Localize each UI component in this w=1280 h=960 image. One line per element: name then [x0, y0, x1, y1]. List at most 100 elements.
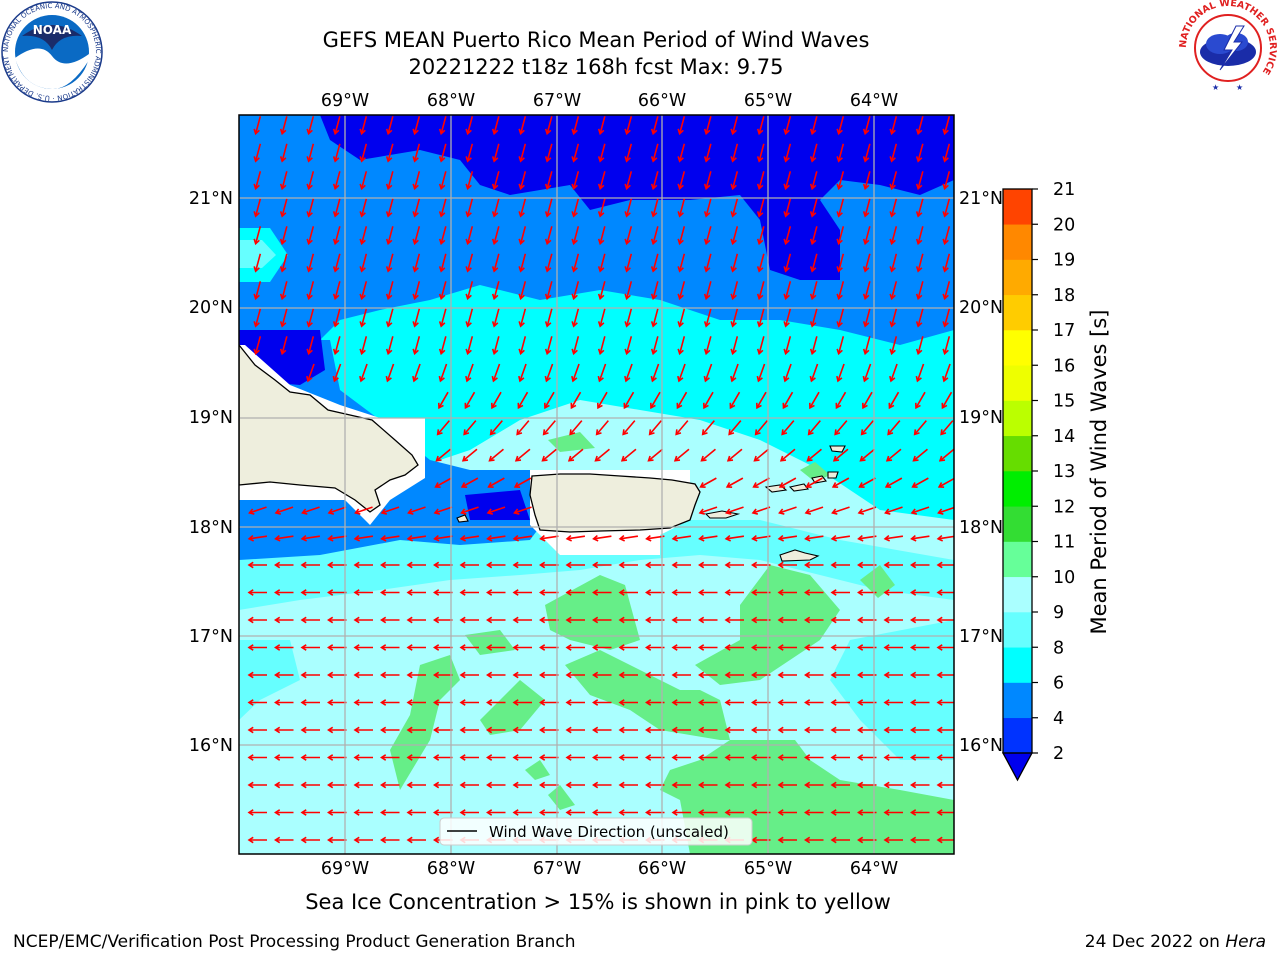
wind-wave-arrow	[571, 308, 580, 328]
wind-wave-arrow	[830, 644, 850, 651]
footer-host: Hera	[1225, 932, 1266, 952]
wind-wave-arrow	[809, 363, 819, 383]
wind-wave-arrow	[726, 448, 743, 462]
wind-wave-arrow	[274, 781, 294, 789]
wind-wave-arrow	[594, 448, 610, 462]
wind-wave-arrow	[518, 308, 527, 328]
wind-wave-arrow	[862, 143, 871, 163]
wind-wave-arrow	[412, 363, 421, 383]
wind-wave-arrow	[624, 226, 633, 246]
wind-wave-arrow	[359, 308, 368, 328]
wind-wave-arrow	[624, 143, 633, 163]
wind-wave-arrow	[650, 198, 659, 218]
wind-wave-arrow	[756, 226, 765, 246]
wind-wave-arrow	[889, 226, 898, 246]
wind-wave-arrow	[936, 754, 954, 761]
wind-wave-arrow	[300, 561, 320, 569]
wind-wave-arrow	[936, 671, 954, 679]
wind-wave-arrow	[332, 308, 341, 328]
wind-wave-arrow	[936, 726, 954, 734]
wind-wave-arrow	[539, 699, 559, 706]
wind-wave-arrow	[539, 781, 559, 789]
wind-wave-arrow	[910, 809, 930, 816]
wind-wave-arrow	[596, 391, 608, 410]
wind-wave-arrow	[565, 781, 585, 789]
wind-wave-arrow	[936, 616, 954, 624]
wind-wave-arrow	[724, 616, 744, 624]
wind-wave-arrow	[489, 420, 503, 436]
wind-wave-arrow	[597, 281, 606, 301]
wind-wave-arrow	[703, 116, 712, 136]
wind-wave-arrow	[327, 534, 347, 542]
wind-wave-arrow	[274, 754, 294, 761]
wind-wave-arrow	[459, 781, 479, 789]
wind-wave-arrow	[756, 116, 765, 136]
wind-wave-arrow	[862, 226, 871, 246]
wind-wave-arrow	[830, 754, 850, 761]
wind-wave-arrow	[539, 644, 559, 651]
wind-wave-arrow	[860, 420, 874, 436]
wind-wave-arrow	[279, 198, 288, 218]
wind-wave-arrow	[783, 253, 792, 273]
axis-labels: 69°W 68°W 67°W 66°W 65°W 64°W 69°W 68°W …	[189, 91, 1003, 879]
wind-wave-arrow	[831, 477, 850, 488]
wind-wave-arrow	[622, 420, 636, 436]
wind-wave-arrow	[618, 534, 639, 542]
colorbar-tick-label: 18	[1053, 286, 1075, 306]
wind-wave-arrow	[279, 308, 288, 328]
wind-wave-arrow	[910, 534, 930, 542]
wind-wave-arrow	[486, 671, 506, 679]
lat-label-right: 17°N	[959, 627, 1003, 647]
colorbar-tick-label: 16	[1053, 356, 1075, 376]
wind-wave-arrow	[698, 809, 718, 816]
wind-wave-arrow	[592, 616, 612, 624]
wind-wave-arrow	[910, 699, 930, 706]
wind-wave-arrow	[777, 836, 797, 844]
wind-wave-arrow	[671, 699, 691, 706]
wind-wave-arrow	[327, 754, 347, 761]
wind-wave-arrow	[623, 391, 635, 410]
wind-wave-arrow	[910, 616, 930, 624]
colorbar-tick-label: 11	[1053, 533, 1075, 553]
wind-wave-arrow	[332, 253, 341, 273]
wind-wave-arrow	[433, 561, 453, 569]
wind-wave-arrow	[247, 561, 267, 569]
wind-wave-arrow	[353, 754, 373, 761]
colorbar-tick-label: 10	[1053, 568, 1075, 588]
legend-label: Wind Wave Direction (unscaled)	[489, 823, 729, 841]
wind-wave-arrow	[830, 809, 850, 816]
wind-wave-arrow	[777, 781, 797, 789]
lon-label-top: 64°W	[850, 91, 898, 111]
wind-wave-arrow	[915, 198, 924, 218]
wind-wave-arrow	[809, 308, 818, 328]
wind-wave-arrow	[539, 561, 559, 569]
wind-wave-arrow	[889, 281, 898, 301]
wind-wave-arrow	[804, 809, 824, 816]
wind-wave-arrow	[830, 836, 850, 844]
wind-wave-arrow	[491, 143, 500, 163]
wind-wave-arrow	[910, 726, 930, 734]
wind-wave-arrow	[459, 671, 479, 679]
footer-date: 24 Dec 2022 on Hera	[1084, 932, 1266, 952]
colorbar-tick-label: 15	[1053, 392, 1075, 412]
wind-wave-arrow	[518, 116, 527, 136]
wind-wave-arrow	[433, 534, 453, 542]
wind-wave-arrow	[597, 171, 606, 191]
wind-wave-arrow	[885, 448, 902, 462]
wind-wave-arrow	[752, 477, 770, 488]
colorbar-tick-label: 12	[1053, 497, 1075, 517]
wind-wave-arrow	[300, 671, 320, 679]
wind-wave-arrow	[618, 754, 638, 761]
wind-wave-arrow	[777, 699, 797, 706]
wind-wave-arrow	[274, 506, 294, 515]
wind-wave-arrow	[650, 308, 659, 328]
wind-wave-arrow	[936, 589, 954, 596]
wind-wave-arrow	[359, 253, 368, 273]
colorbar-bin	[1003, 647, 1032, 683]
wind-wave-arrow	[541, 448, 557, 462]
wind-wave-arrow	[724, 726, 744, 734]
wind-wave-arrow	[486, 754, 506, 761]
wind-wave-arrow	[438, 143, 447, 163]
wind-wave-arrow	[910, 836, 930, 844]
wind-wave-arrow	[385, 363, 395, 383]
